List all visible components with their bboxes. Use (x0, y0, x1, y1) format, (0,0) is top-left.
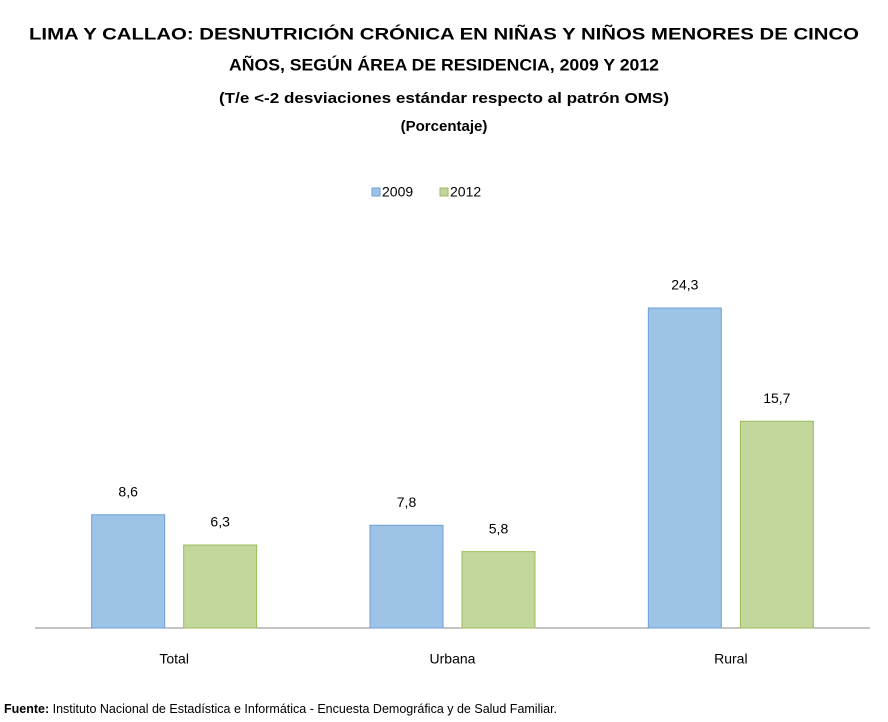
legend-label: 2012 (450, 184, 481, 200)
x-tick-label: Urbana (430, 651, 476, 667)
data-label: 5,8 (489, 520, 509, 536)
legend-swatch (439, 187, 449, 197)
bar (739, 420, 814, 629)
bar (461, 551, 536, 629)
bar (369, 524, 444, 629)
chart-title: AÑOS, SEGÚN ÁREA DE RESIDENCIA, 2009 Y 2… (229, 54, 659, 74)
bar (647, 307, 722, 629)
bar (91, 514, 166, 629)
legend-label: 2009 (382, 184, 413, 200)
source: Fuente: Instituto Nacional de Estadístic… (4, 702, 557, 716)
x-tick-label: Rural (714, 651, 747, 667)
data-label: 8,6 (118, 483, 138, 499)
chart-title: LIMA Y CALLAO: DESNUTRICIÓN CRÓNICA EN N… (29, 23, 859, 43)
data-label: 7,8 (397, 494, 417, 510)
source-text: Instituto Nacional de Estadística e Info… (53, 702, 557, 716)
data-label: 6,3 (210, 514, 230, 530)
data-label: 15,7 (763, 390, 790, 406)
legend-swatch (371, 187, 381, 197)
x-tick-label: Total (159, 651, 189, 667)
data-label: 24,3 (671, 277, 698, 293)
source-label: Fuente: (4, 702, 49, 716)
chart-subtitle: (Porcentaje) (401, 118, 488, 135)
chart-subtitle: (T/e <-2 desviaciones estándar respecto … (219, 90, 669, 107)
bar (183, 544, 258, 629)
